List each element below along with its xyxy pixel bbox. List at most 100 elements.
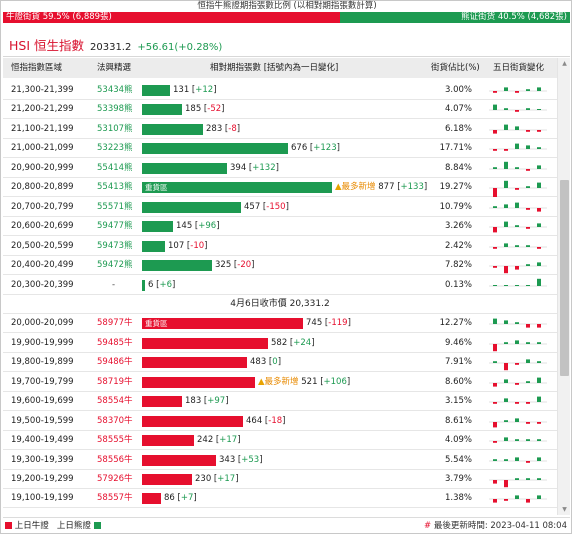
close-price-divider: 4月6日收市價 20,331.2 [3,295,557,314]
table-row: 21,000-21,099 53223熊 676 [+123] 17.71% [3,139,557,159]
row-qty: 86 [164,493,175,504]
row-qty-change: +6 [159,279,172,290]
warrant-code-link[interactable]: 58556牛 [97,454,133,465]
table-row: 19,500-19,599 58370牛 464 [-18] 8.61% [3,412,557,431]
warrant-code-link[interactable]: 59473熊 [97,240,133,251]
spark-bar [493,421,497,428]
row-share-pct: 4.07% [444,104,472,115]
new-increase-triangle-icon: ▲ [335,182,342,193]
spark-bar [537,129,541,132]
spark-bar [515,322,519,325]
warrant-code-link[interactable]: 58554牛 [97,396,133,407]
spark-bar [537,109,541,111]
row-range: 20,400-20,499 [11,260,74,271]
spark-bar [504,181,508,189]
spark-bar [493,318,497,325]
row-qty: 343 [219,454,236,465]
legend: 上日牛證 上日熊證 [5,518,101,534]
spark-bar [537,439,541,442]
five-day-change-chart [489,359,547,371]
row-share-pct: 12.27% [439,318,472,329]
five-day-change-chart [489,87,547,93]
qty-bar [142,85,170,96]
header-qty: 相對期指張數 [括號內為一日變化] [210,63,339,73]
scrollbar[interactable]: ▲ ▼ [557,58,570,515]
spark-bar [504,204,508,208]
spark-bar [526,478,530,480]
warrant-code-link[interactable]: 55571熊 [97,201,133,212]
spark-bar [504,320,508,325]
row-qty: 230 [195,474,212,484]
row-qty-change: +17 [217,474,236,484]
qty-bar [142,435,194,447]
spark-bar [504,221,508,228]
row-qty: 325 [215,260,232,271]
spark-bar [493,227,497,233]
warrant-code-link[interactable]: 59472熊 [97,260,133,271]
warrant-code-link[interactable]: 58555牛 [97,435,133,446]
spark-bar [515,110,519,113]
spark-bar [504,161,508,169]
spark-bar [537,278,541,286]
five-day-change-chart [489,396,547,404]
qty-bar [142,493,161,505]
spark-bar [526,402,530,404]
row-qty-cell: 394 [+132] [230,162,279,173]
warrant-code-link[interactable]: 58977牛 [97,318,133,329]
five-day-change-chart [489,262,547,274]
warrant-code-link[interactable]: 59486牛 [97,357,133,368]
spark-bar [493,458,497,461]
spark-bar [537,223,541,228]
five-day-change-chart [489,221,547,233]
table-row: 19,200-19,299 57926牛 230 [+17] 3.79% [3,470,557,489]
row-qty: 521 [301,376,318,387]
scroll-up-arrow-icon[interactable]: ▲ [562,60,567,67]
spark-bar [526,499,530,504]
spark-bar [515,340,519,344]
row-share-pct: 17.71% [439,143,472,154]
row-qty-cell: 86 [+7] [164,493,197,504]
warrant-code-link[interactable]: 59477熊 [97,221,133,232]
panel-title: 恒指牛熊證期指張數比例 (以相對期指張數計算) [197,1,377,11]
scroll-down-arrow-icon[interactable]: ▼ [562,506,567,513]
header-range: 恒指指數區域 [11,63,63,73]
warrant-code-link[interactable]: 58370牛 [97,415,133,426]
warrant-code-link[interactable]: 55414熊 [97,162,133,173]
scroll-thumb[interactable] [560,180,569,376]
row-qty: 6 [148,279,154,290]
warrant-code-link[interactable]: 53398熊 [97,104,133,115]
spark-bar [537,377,541,383]
spark-bar [493,105,497,111]
bull-ratio-label: 牛證街貨 59.5% (6,889張) [6,12,112,22]
bear-legend-swatch-icon [93,522,101,529]
warrant-code-link[interactable]: 53107熊 [97,123,133,134]
warrant-code-link[interactable]: 53223熊 [97,143,133,154]
spark-bar [526,439,530,442]
row-share-pct: 9.46% [444,337,472,348]
warrant-code-link[interactable]: 57926牛 [97,474,133,484]
qty-bar [142,376,255,388]
spark-bar [515,143,519,150]
table-row: 20,000-20,099 58977牛 重貨區 745 [-119] 12.27% [3,314,557,334]
five-day-change-chart [489,437,547,443]
spark-bar [493,402,497,404]
spark-bar [515,266,519,270]
spark-bar [537,246,541,249]
spark-bar [515,439,519,442]
spark-bar [537,324,541,328]
row-qty-cell: 107 [-10] [168,240,208,251]
row-range: 21,200-21,299 [11,104,74,115]
spark-bar [526,244,530,247]
warrant-code-link[interactable]: 53434熊 [97,85,133,95]
warrant-code-link[interactable]: 58557牛 [97,493,133,504]
row-qty-change: +132 [252,162,276,173]
spark-bar [515,418,519,422]
warrant-code-link[interactable]: 55413熊 [97,182,133,193]
warrant-code-link[interactable]: 59485牛 [97,337,133,348]
row-qty-change: +133 [400,182,424,193]
row-share-pct: 0.13% [444,279,472,290]
warrant-code-link[interactable]: 58719牛 [97,376,133,387]
row-range: 20,800-20,899 [11,182,74,193]
spark-bar [493,361,497,364]
